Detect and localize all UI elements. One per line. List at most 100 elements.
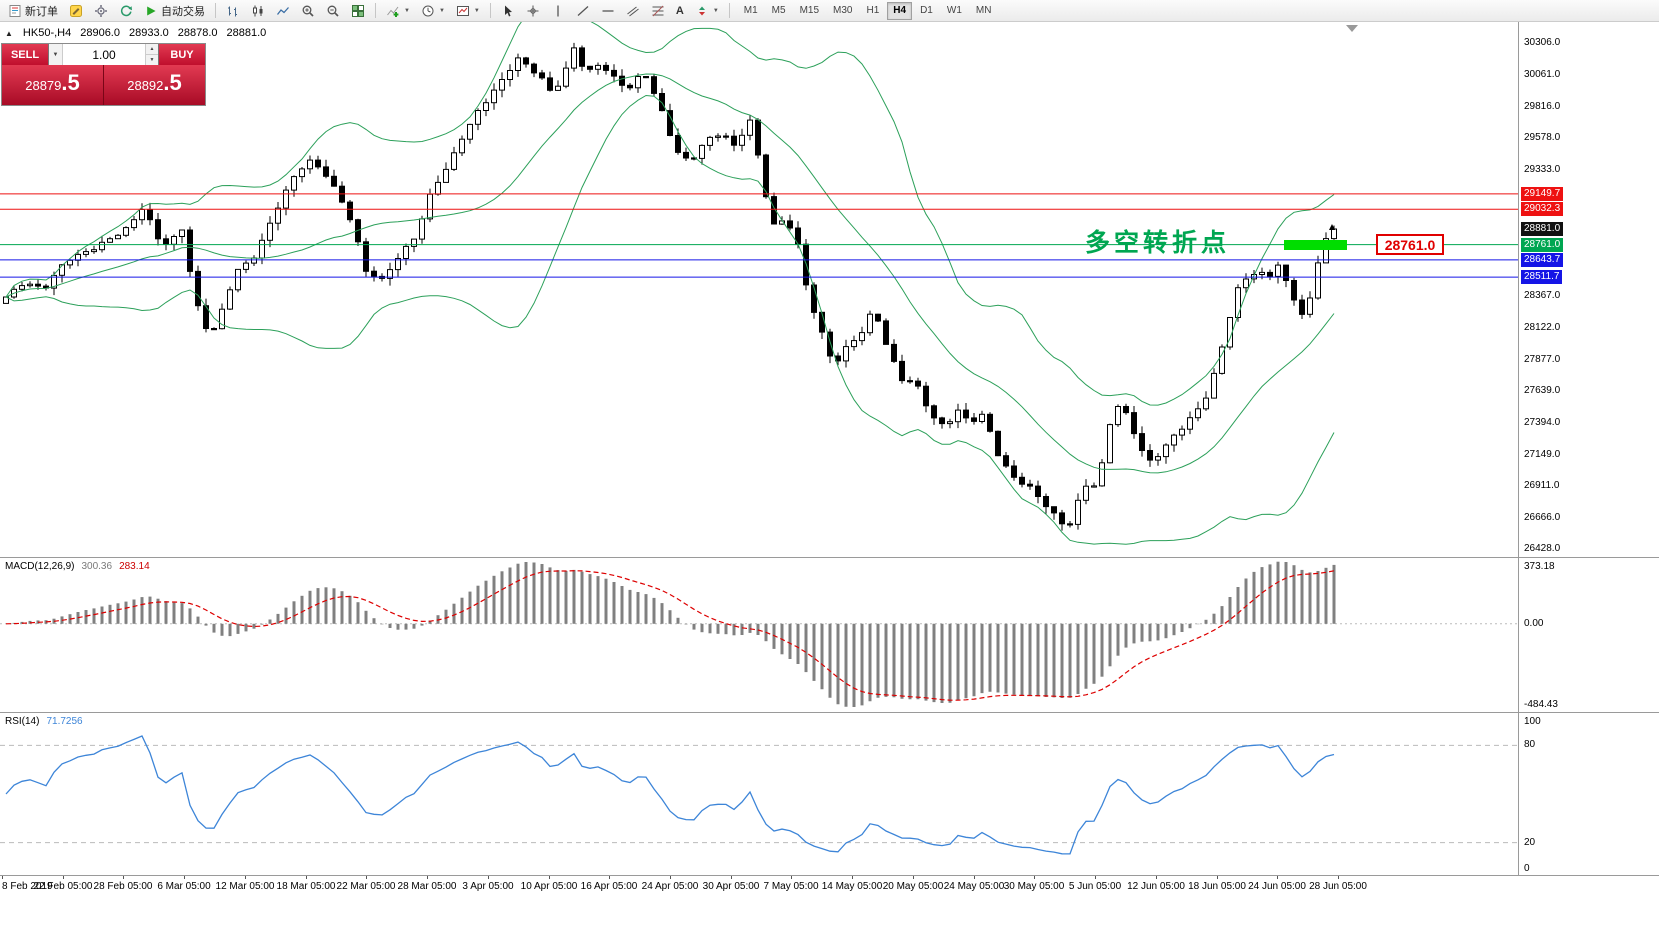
- chevron-down-icon: ▼: [404, 7, 410, 14]
- timeframe-m5-button[interactable]: M5: [771, 5, 786, 16]
- axis-border: [1518, 22, 1519, 875]
- horizontal-line-icon: [602, 9, 614, 12]
- timeframe-h1-button[interactable]: H1: [866, 5, 880, 16]
- zoom-out-button[interactable]: [321, 1, 345, 20]
- crosshair-button[interactable]: [521, 1, 545, 20]
- high-value: 28933.0: [128, 27, 169, 39]
- cursor-button[interactable]: [496, 1, 520, 20]
- arrows-button[interactable]: ▼: [690, 1, 724, 20]
- symbol-period-label: HK50-,H4: [22, 27, 72, 39]
- timeframe-m15-button[interactable]: M15: [799, 5, 820, 16]
- panel-separator: [0, 875, 1659, 876]
- timeframe-m30-button[interactable]: M30: [833, 5, 853, 16]
- volume-increase-button[interactable]: ▲: [146, 44, 158, 55]
- text-button[interactable]: A: [671, 1, 689, 20]
- channel-button[interactable]: [621, 1, 645, 20]
- rsi-axis-label: 80: [1524, 739, 1536, 750]
- price-tick-label: 27877.0: [1524, 354, 1561, 365]
- date-tick: [184, 876, 185, 879]
- rsi-header: RSI(14) 71.7256: [5, 716, 83, 727]
- macd-axis[interactable]: 373.18 0.00 -484.43: [1519, 558, 1659, 712]
- date-tick: [1217, 876, 1218, 879]
- metaeditor-button[interactable]: [64, 1, 88, 20]
- line-chart-icon: [276, 6, 289, 15]
- price-tick-label: 29333.0: [1524, 164, 1561, 175]
- highlight-bar: [1284, 240, 1347, 250]
- new-order-icon: [9, 4, 21, 17]
- buy-button[interactable]: BUY: [159, 44, 205, 65]
- indicators-button[interactable]: ▼: [381, 1, 415, 20]
- autotrading-play-icon: [147, 6, 156, 15]
- price-chart[interactable]: ▲ HK50-,H4 28906.0 28933.0 28878.0 28881…: [0, 22, 1518, 557]
- rsi-panel[interactable]: RSI(14) 71.7256: [0, 713, 1518, 875]
- timeframe-w1-button[interactable]: W1: [946, 5, 962, 16]
- panel-separator[interactable]: [0, 712, 1659, 713]
- vertical-line-button[interactable]: [546, 1, 570, 20]
- date-label: 12 Jun 05:00: [1127, 881, 1185, 892]
- equidistant-channel-icon: [627, 6, 639, 16]
- date-tick: [731, 876, 732, 879]
- clock-icon: [422, 5, 434, 16]
- rsi-axis[interactable]: 100 80 20 0: [1519, 713, 1659, 875]
- timeframe-m1-button[interactable]: M1: [743, 5, 758, 16]
- date-label: 10 Apr 05:00: [520, 881, 578, 892]
- price-tick-label: 26666.0: [1524, 512, 1561, 523]
- trendline-button[interactable]: [571, 1, 595, 20]
- rsi-axis-label: 0: [1524, 863, 1530, 874]
- buy-price[interactable]: 28892.5: [104, 65, 205, 105]
- timeframe-h4-button[interactable]: H4: [887, 1, 913, 20]
- chevron-down-icon: ▼: [712, 7, 719, 14]
- date-label: 24 Apr 05:00: [641, 881, 699, 892]
- volume-input[interactable]: 1.00: [92, 47, 116, 62]
- date-tick: [549, 876, 550, 879]
- timeframe-mn-button[interactable]: MN: [975, 5, 992, 16]
- templates-button[interactable]: ▼: [451, 1, 485, 20]
- zoom-in-button[interactable]: [296, 1, 320, 20]
- date-tick: [1338, 876, 1339, 879]
- autotrading-button[interactable]: 自动交易: [139, 1, 210, 20]
- panel-separator[interactable]: [0, 557, 1659, 558]
- macd-signal-value: 283.14: [119, 561, 150, 572]
- tile-windows-button[interactable]: [346, 1, 370, 20]
- price-tick-label: 29816.0: [1524, 101, 1561, 112]
- date-tick: [670, 876, 671, 879]
- price-axis[interactable]: 30306.0 30061.0 29816.0 29578.0 29333.0 28367…: [1519, 22, 1659, 557]
- date-tick: [2, 876, 3, 879]
- sell-price[interactable]: 28879.5: [2, 65, 104, 105]
- buy-price-main: 28892: [127, 78, 164, 93]
- macd-canvas: [0, 561, 1518, 707]
- sell-button[interactable]: SELL: [2, 44, 48, 65]
- date-label: 12 Mar 05:00: [215, 881, 275, 892]
- metaeditor-icon: [70, 4, 82, 17]
- volume-decrease-button[interactable]: ▼: [146, 55, 158, 65]
- fibonacci-icon: [652, 5, 664, 16]
- date-label: 28 Mar 05:00: [397, 881, 457, 892]
- refresh-button[interactable]: [114, 1, 138, 20]
- main-toolbar: 新订单: [0, 0, 1659, 22]
- timeframe-d1-button[interactable]: D1: [920, 5, 933, 16]
- macd-axis-label: 373.18: [1524, 561, 1555, 572]
- line-chart-button[interactable]: [271, 1, 295, 20]
- volume-dropdown-button[interactable]: ▼: [49, 44, 63, 65]
- date-label: 6 Mar 05:00: [157, 881, 211, 892]
- add-indicator-icon: [387, 6, 399, 17]
- date-tick: [427, 876, 428, 879]
- sell-price-main: 28879: [25, 78, 62, 93]
- candlestick-chart-button[interactable]: [246, 1, 270, 20]
- fibonacci-button[interactable]: [646, 1, 670, 20]
- bar-chart-button[interactable]: [221, 1, 245, 20]
- options-button[interactable]: [89, 1, 113, 20]
- date-tick: [1277, 876, 1278, 879]
- periods-button[interactable]: ▼: [416, 1, 450, 20]
- new-order-button[interactable]: 新订单: [3, 1, 63, 20]
- one-click-collapse-button[interactable]: ▲: [5, 28, 13, 38]
- tile-windows-icon: [352, 4, 364, 17]
- refresh-icon: [120, 5, 132, 16]
- time-axis[interactable]: 8 Feb 2019 22 Feb 05:00 28 Feb 05:00 6 Mar …: [0, 876, 1659, 946]
- date-label: 30 May 05:00: [1003, 881, 1065, 892]
- horizontal-line-button[interactable]: [596, 1, 620, 20]
- candlestick-canvas: [0, 22, 1518, 545]
- macd-panel[interactable]: MACD(12,26,9) 300.36 283.14: [0, 558, 1518, 712]
- date-label: 8 Feb 2019: [2, 881, 53, 892]
